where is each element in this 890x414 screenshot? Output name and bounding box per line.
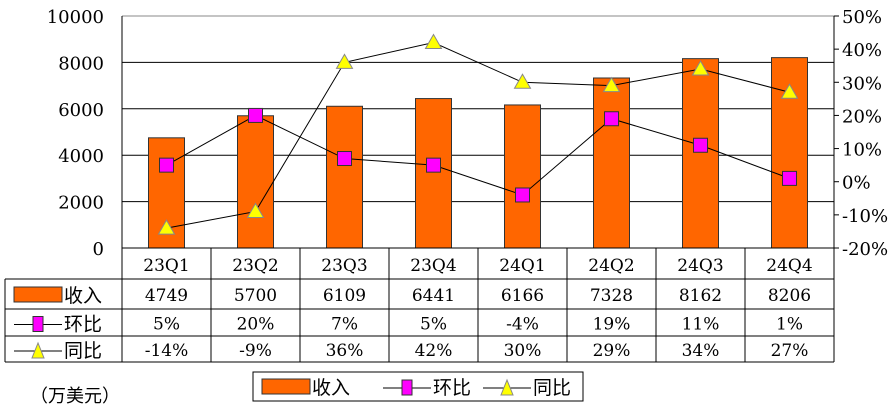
bar: [504, 104, 541, 249]
category-label: 24Q2: [588, 256, 634, 276]
square-legend-icon: [401, 379, 413, 396]
y2-tick-label: 50%: [842, 7, 882, 28]
y2-tick-label: 10%: [842, 140, 882, 161]
triangle-marker: [780, 83, 799, 99]
y2-tick-label: 20%: [842, 106, 882, 127]
bar-legend-icon: [13, 286, 63, 303]
square-marker: [515, 187, 530, 203]
square-marker: [426, 157, 441, 173]
table-cell: 29%: [593, 341, 631, 361]
table-cell: 42%: [415, 341, 453, 361]
category-label: 24Q3: [677, 256, 723, 276]
legend-label: 同比: [533, 377, 571, 399]
table-cell: 1%: [776, 315, 803, 335]
y2-tick-label: -20%: [842, 239, 888, 260]
y-tick-label: 0: [93, 239, 104, 260]
category-label: 24Q1: [499, 256, 545, 276]
triangle-marker: [691, 60, 710, 76]
square-legend-icon: [32, 316, 44, 332]
square-marker: [159, 157, 174, 173]
square-marker: [782, 170, 797, 186]
y-tick-label: 2000: [58, 193, 104, 214]
y-tick-label: 4000: [58, 146, 104, 167]
row-label: 收入: [64, 285, 102, 307]
category-label: 23Q3: [321, 256, 367, 276]
row-label: 环比: [64, 314, 102, 336]
table-cell: 6166: [501, 286, 544, 306]
triangle-marker: [157, 219, 176, 235]
unit-note: （万美元）: [30, 386, 120, 407]
table-cell: 6441: [412, 286, 455, 306]
category-label: 23Q4: [410, 256, 456, 276]
table-cell: 11%: [682, 315, 720, 335]
triangle-marker: [335, 53, 354, 69]
y2-tick-label: 0%: [842, 173, 871, 194]
category-label: 23Q1: [143, 256, 189, 276]
table-cell: 19%: [593, 315, 631, 335]
table-cell: 6109: [323, 286, 366, 306]
series-line: [166, 114, 790, 196]
square-marker: [693, 137, 708, 153]
table-cell: -4%: [506, 315, 539, 335]
square-marker: [337, 151, 352, 167]
bar: [415, 98, 452, 249]
table-cell: 34%: [682, 341, 720, 361]
y2-tick-label: -10%: [842, 206, 888, 227]
table-cell: 5700: [234, 286, 277, 306]
category-label: 24Q4: [766, 256, 812, 276]
y2-tick-label: 30%: [842, 73, 882, 94]
bar: [593, 77, 630, 249]
square-marker: [248, 107, 263, 123]
table-cell: 7%: [331, 315, 358, 335]
triangle-marker: [424, 33, 443, 50]
table-cell: 8162: [679, 286, 722, 306]
table-cell: 8206: [768, 286, 811, 306]
legend-label: 环比: [433, 377, 471, 399]
triangle-legend-icon: [500, 378, 514, 396]
table-cell: -14%: [145, 341, 189, 361]
square-marker: [604, 111, 619, 127]
bar: [237, 115, 274, 249]
table-cell: 27%: [771, 341, 809, 361]
row-label: 同比: [64, 340, 102, 362]
triangle-marker: [246, 202, 265, 219]
bar: [682, 58, 719, 249]
table-cell: 7328: [590, 286, 633, 306]
bar-legend-icon: [261, 378, 311, 395]
series-line: [166, 41, 790, 229]
legend-label: 收入: [312, 377, 350, 399]
triangle-legend-icon: [31, 341, 45, 359]
category-label: 23Q2: [232, 256, 278, 276]
triangle-marker: [513, 73, 532, 89]
table-cell: -9%: [239, 341, 272, 361]
table-cell: 36%: [326, 341, 364, 361]
table-cell: 5%: [153, 315, 180, 335]
table-cell: 30%: [504, 341, 542, 361]
table-cell: 5%: [420, 315, 447, 335]
y-tick-label: 6000: [58, 100, 104, 121]
table-cell: 4749: [145, 286, 188, 306]
y2-tick-label: 40%: [842, 40, 882, 61]
table-cell: 20%: [237, 315, 275, 335]
bar: [326, 105, 363, 249]
triangle-marker: [602, 76, 621, 93]
y-tick-label: 10000: [47, 7, 104, 28]
y-tick-label: 8000: [58, 53, 104, 74]
